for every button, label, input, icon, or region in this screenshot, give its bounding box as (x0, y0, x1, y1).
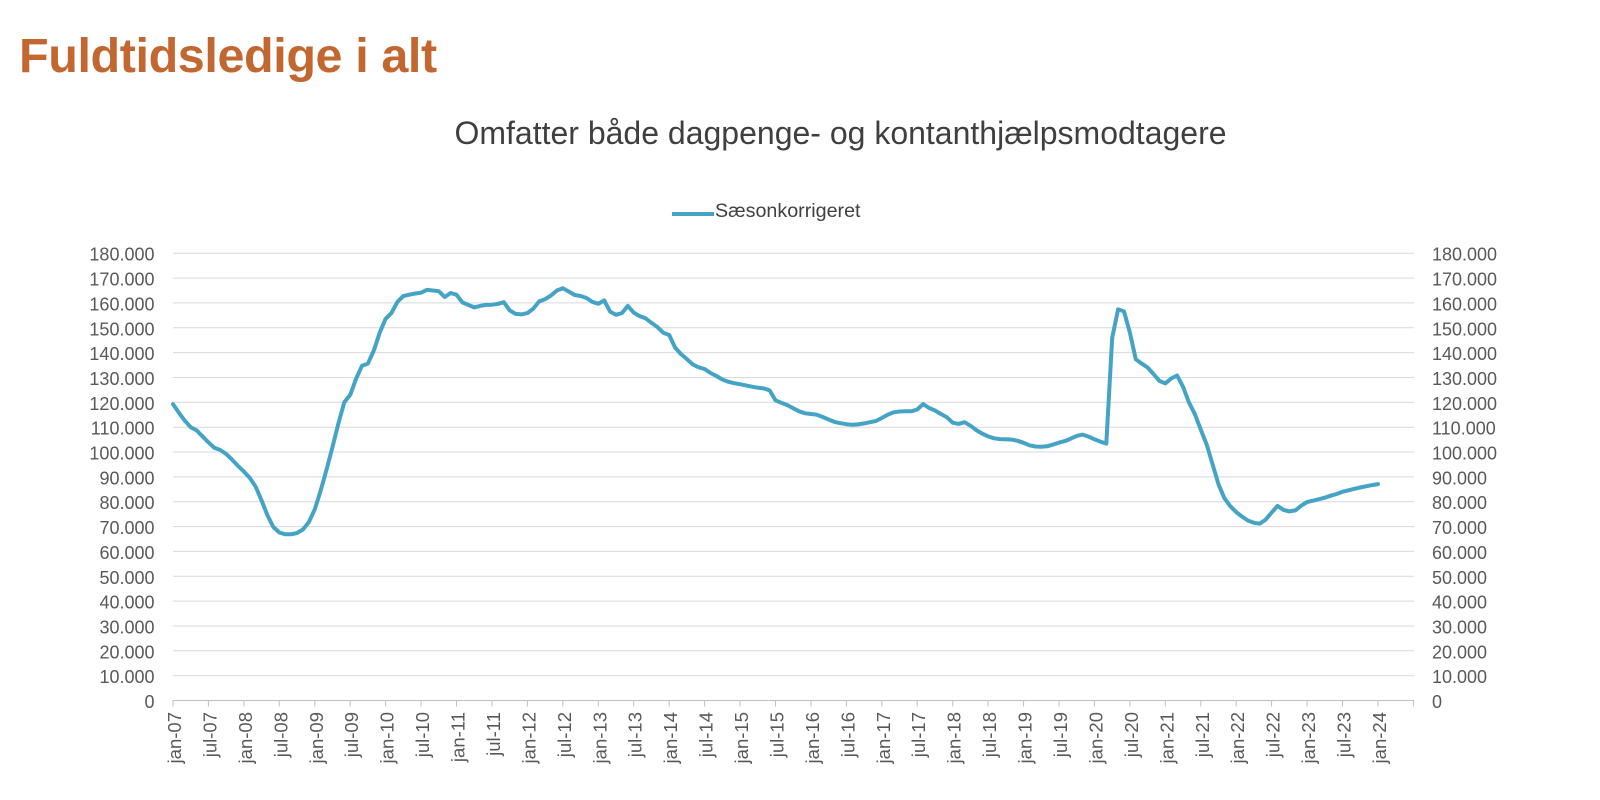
svg-text:jan-19: jan-19 (1015, 712, 1036, 764)
svg-text:jan-07: jan-07 (164, 712, 185, 764)
svg-text:40.000: 40.000 (1432, 593, 1487, 613)
svg-text:150.000: 150.000 (1432, 319, 1497, 339)
svg-text:jan-23: jan-23 (1298, 712, 1319, 764)
svg-text:100.000: 100.000 (1432, 444, 1497, 464)
svg-text:jul-16: jul-16 (837, 712, 858, 758)
svg-text:jan-22: jan-22 (1227, 712, 1248, 764)
svg-text:30.000: 30.000 (99, 618, 154, 638)
svg-text:40.000: 40.000 (99, 593, 154, 613)
svg-text:jul-23: jul-23 (1334, 712, 1355, 758)
svg-text:jul-17: jul-17 (908, 712, 929, 758)
svg-text:jan-17: jan-17 (873, 712, 894, 764)
svg-text:30.000: 30.000 (1432, 618, 1487, 638)
svg-text:jul-22: jul-22 (1263, 712, 1284, 758)
svg-text:110.000: 110.000 (1432, 419, 1496, 439)
svg-text:jul-07: jul-07 (199, 712, 220, 758)
svg-text:0: 0 (1432, 692, 1442, 712)
svg-text:jul-18: jul-18 (979, 712, 1000, 758)
svg-text:jan-09: jan-09 (306, 712, 327, 764)
svg-text:jul-10: jul-10 (412, 712, 433, 758)
svg-text:120.000: 120.000 (89, 394, 154, 414)
svg-text:10.000: 10.000 (1432, 667, 1487, 687)
svg-text:jan-14: jan-14 (660, 712, 681, 764)
svg-text:170.000: 170.000 (89, 270, 154, 290)
svg-text:jan-15: jan-15 (731, 712, 752, 764)
svg-text:80.000: 80.000 (99, 493, 154, 513)
svg-text:100.000: 100.000 (89, 444, 154, 464)
svg-text:jan-10: jan-10 (377, 712, 398, 764)
svg-text:180.000: 180.000 (1432, 245, 1497, 265)
svg-text:jan-20: jan-20 (1085, 712, 1106, 764)
svg-text:jul-13: jul-13 (625, 712, 646, 758)
svg-text:170.000: 170.000 (1432, 270, 1497, 290)
svg-text:jul-19: jul-19 (1050, 712, 1071, 758)
svg-text:50.000: 50.000 (1432, 568, 1487, 588)
svg-text:jul-14: jul-14 (696, 712, 717, 758)
svg-text:20.000: 20.000 (1432, 642, 1487, 662)
svg-text:jan-08: jan-08 (235, 712, 256, 764)
svg-text:jan-13: jan-13 (589, 712, 610, 764)
svg-text:jul-21: jul-21 (1192, 712, 1213, 758)
svg-text:jan-12: jan-12 (518, 712, 539, 764)
svg-text:jul-12: jul-12 (554, 712, 575, 758)
svg-text:jul-11: jul-11 (483, 712, 504, 757)
svg-text:180.000: 180.000 (89, 245, 154, 265)
svg-text:140.000: 140.000 (89, 344, 154, 364)
svg-text:130.000: 130.000 (1432, 369, 1497, 389)
svg-text:20.000: 20.000 (99, 642, 154, 662)
svg-text:jan-11: jan-11 (448, 712, 469, 763)
svg-text:120.000: 120.000 (1432, 394, 1497, 414)
svg-text:150.000: 150.000 (89, 319, 154, 339)
svg-text:60.000: 60.000 (1432, 543, 1487, 563)
svg-text:jan-21: jan-21 (1156, 712, 1177, 764)
svg-text:jul-09: jul-09 (341, 712, 362, 758)
svg-text:90.000: 90.000 (1432, 468, 1487, 488)
svg-text:130.000: 130.000 (89, 369, 154, 389)
svg-text:50.000: 50.000 (99, 568, 154, 588)
svg-text:70.000: 70.000 (1432, 518, 1487, 538)
svg-text:80.000: 80.000 (1432, 493, 1487, 513)
svg-text:160.000: 160.000 (89, 294, 154, 314)
svg-text:jan-18: jan-18 (944, 712, 965, 764)
svg-text:10.000: 10.000 (99, 667, 154, 687)
svg-text:0: 0 (144, 692, 154, 712)
svg-text:160.000: 160.000 (1432, 294, 1497, 314)
svg-text:90.000: 90.000 (99, 468, 154, 488)
svg-text:60.000: 60.000 (99, 543, 154, 563)
svg-text:jan-16: jan-16 (802, 712, 823, 764)
svg-text:110.000: 110.000 (91, 419, 155, 439)
svg-text:140.000: 140.000 (1432, 344, 1497, 364)
svg-text:jul-15: jul-15 (767, 712, 788, 758)
svg-text:jan-24: jan-24 (1369, 712, 1390, 764)
svg-text:jul-20: jul-20 (1121, 712, 1142, 758)
svg-text:jul-08: jul-08 (270, 712, 291, 758)
svg-text:70.000: 70.000 (99, 518, 154, 538)
